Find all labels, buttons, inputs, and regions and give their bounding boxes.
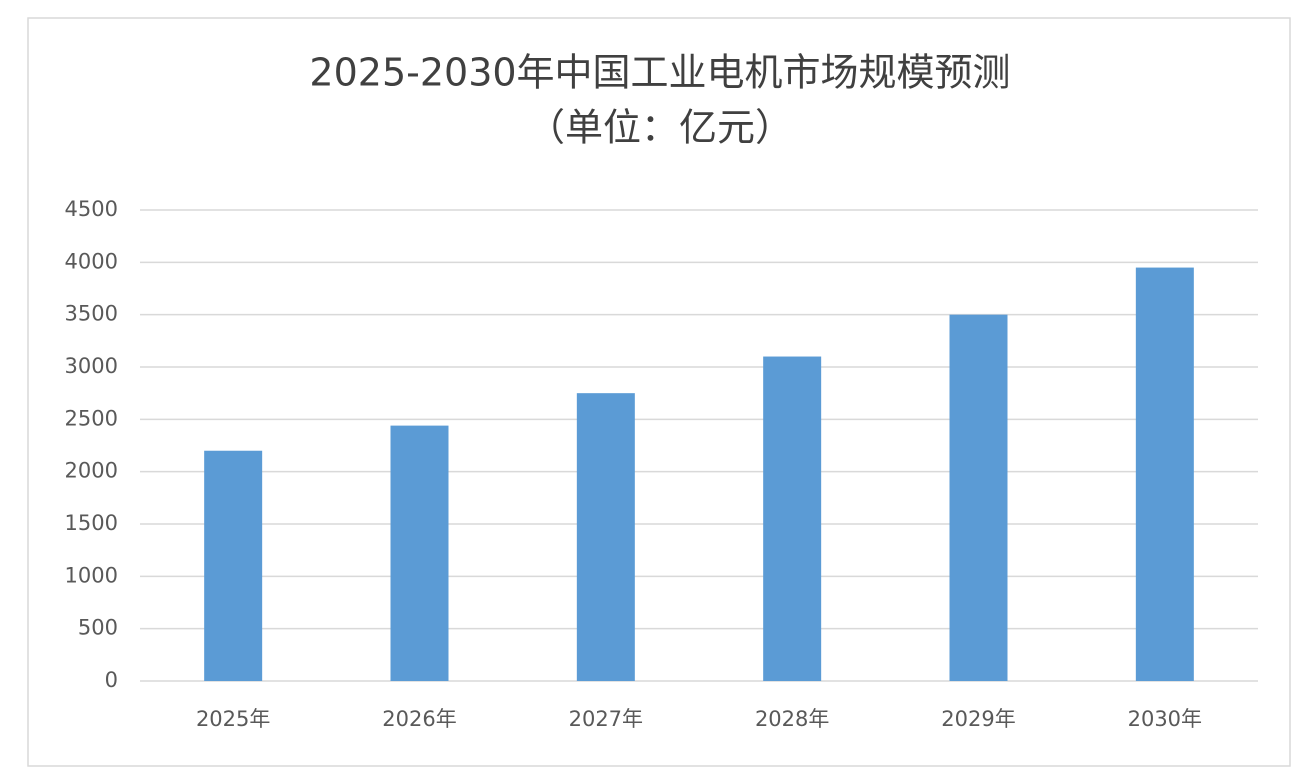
y-tick-label: 2000 xyxy=(65,459,118,483)
x-tick-label: 2025年 xyxy=(196,707,270,731)
y-tick-label: 3500 xyxy=(65,302,118,326)
bar xyxy=(949,314,1008,681)
y-tick-label: 1000 xyxy=(65,563,118,587)
chart-subtitle: （单位：亿元） xyxy=(527,106,793,150)
bar xyxy=(1135,267,1194,681)
x-tick-label: 2029年 xyxy=(941,707,1015,731)
bar xyxy=(763,356,822,681)
chart-title: 2025-2030年中国工业电机市场规模预测 xyxy=(309,51,1010,95)
y-tick-label: 4000 xyxy=(65,249,118,273)
x-tick-label: 2030年 xyxy=(1128,707,1202,731)
x-tick-label: 2026年 xyxy=(382,707,456,731)
y-tick-label: 3000 xyxy=(65,354,118,378)
bar xyxy=(204,450,263,681)
y-tick-label: 1500 xyxy=(65,511,118,535)
bar xyxy=(390,425,449,681)
bar xyxy=(576,393,635,681)
y-tick-label: 500 xyxy=(78,616,118,640)
y-tick-label: 4500 xyxy=(65,197,118,221)
x-tick-label: 2027年 xyxy=(569,707,643,731)
x-tick-label: 2028年 xyxy=(755,707,829,731)
y-tick-label: 2500 xyxy=(65,406,118,430)
y-tick-label: 0 xyxy=(105,668,118,692)
